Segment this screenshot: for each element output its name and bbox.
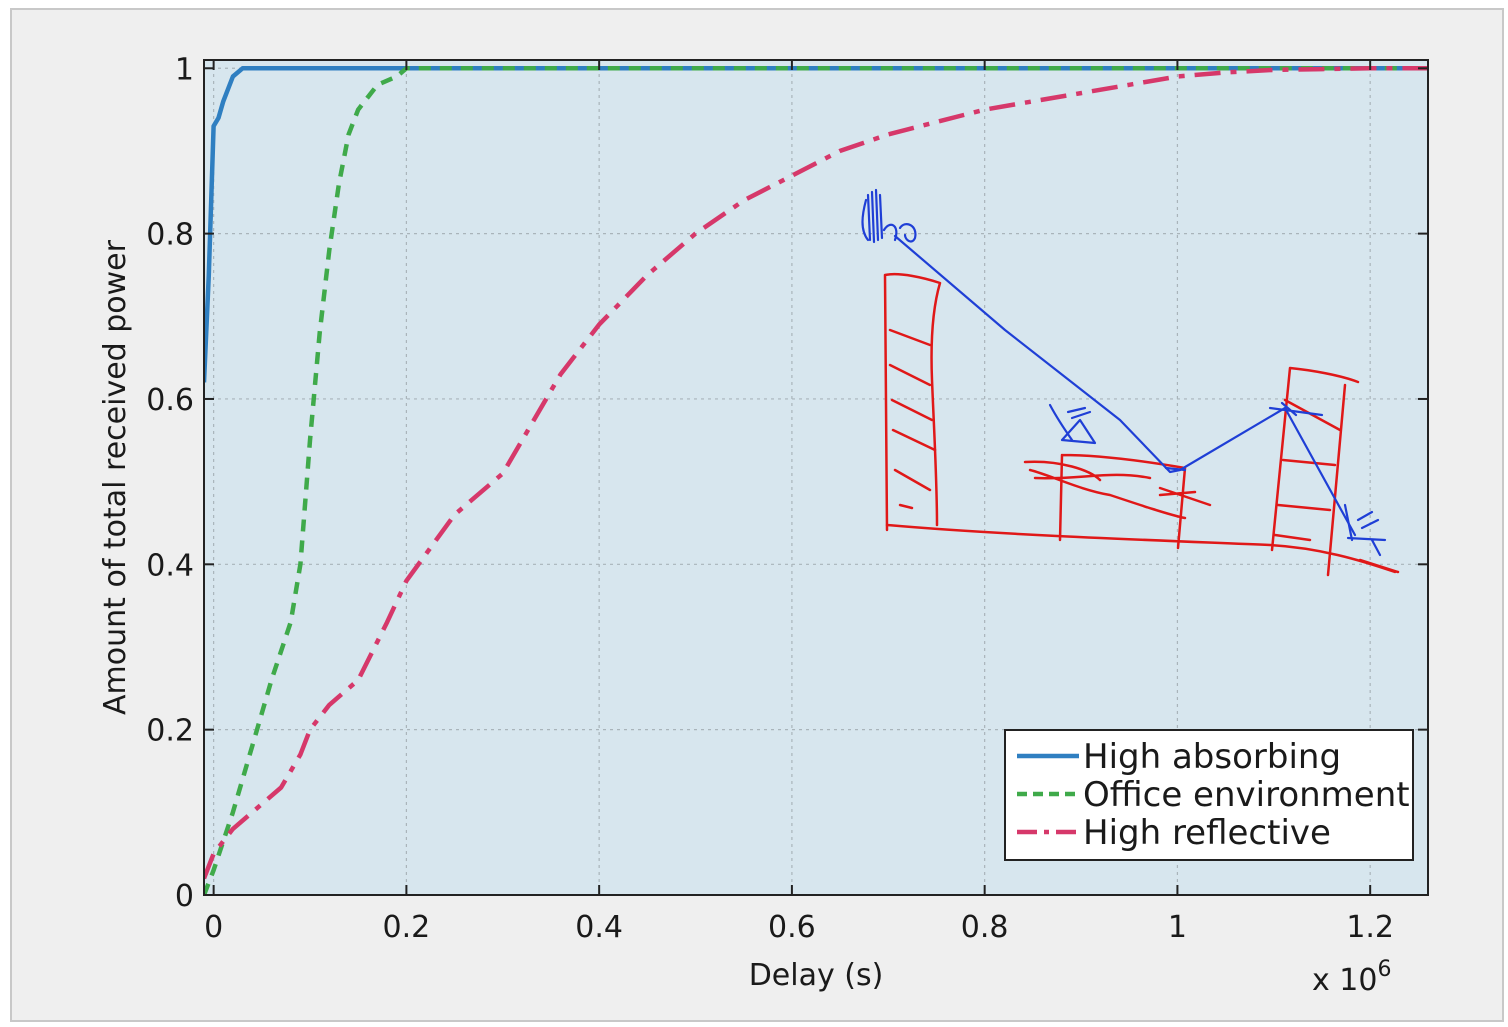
middle-building (1023, 453, 1212, 550)
reflection-mark-1 (1048, 403, 1097, 445)
x-tick-labels: 0 0.2 0.4 0.6 0.8 1 1.2 (204, 910, 1394, 945)
series-group (204, 66, 1428, 895)
left-building-hatch (888, 328, 937, 510)
red-buildings-sketch (883, 273, 1400, 577)
x-axis-label: Delay (s) (749, 958, 884, 993)
plot-border (203, 59, 1429, 896)
y-tick-label: 0.6 (146, 383, 194, 418)
x-tick-label: 0.4 (575, 910, 623, 945)
ticks (204, 60, 1428, 896)
signal-path (893, 234, 1357, 537)
x-tick-label: 0.6 (768, 910, 816, 945)
x-tick-label: 1 (1168, 910, 1187, 945)
right-building (1270, 366, 1360, 577)
x-multiplier: x 106 (1312, 957, 1391, 998)
y-tick-labels: 0 0.2 0.4 0.6 0.8 1 (146, 52, 194, 914)
y-tick-label: 0.2 (146, 714, 194, 749)
x-tick-label: 0.8 (961, 910, 1009, 945)
series-line (204, 66, 1428, 880)
y-tick-label: 1 (175, 52, 194, 87)
ground-line (885, 523, 1400, 574)
x-multiplier-base: x 10 (1312, 963, 1377, 998)
y-tick-label: 0 (175, 879, 194, 914)
blue-signal-sketch (861, 188, 1387, 557)
legend-label: High absorbing (1083, 737, 1341, 777)
left-building-outline (883, 273, 942, 532)
reflection-mark-2 (1164, 401, 1324, 472)
receiver-mark (1343, 503, 1387, 557)
x-tick-label: 0.2 (383, 910, 431, 945)
y-tick-label: 0.8 (146, 218, 194, 253)
x-tick-label: 1.2 (1346, 910, 1394, 945)
series-line (204, 66, 1428, 895)
legend-label: High reflective (1083, 813, 1331, 853)
legend-label: Office environment (1083, 775, 1410, 815)
y-tick-label: 0.4 (146, 548, 194, 583)
transmitter-scribble (861, 188, 917, 244)
hand-drawn-annotation (861, 188, 1400, 577)
x-multiplier-exponent: 6 (1377, 957, 1391, 982)
y-axis-label: Amount of total received power (98, 239, 133, 715)
x-tick-label: 0 (204, 910, 223, 945)
